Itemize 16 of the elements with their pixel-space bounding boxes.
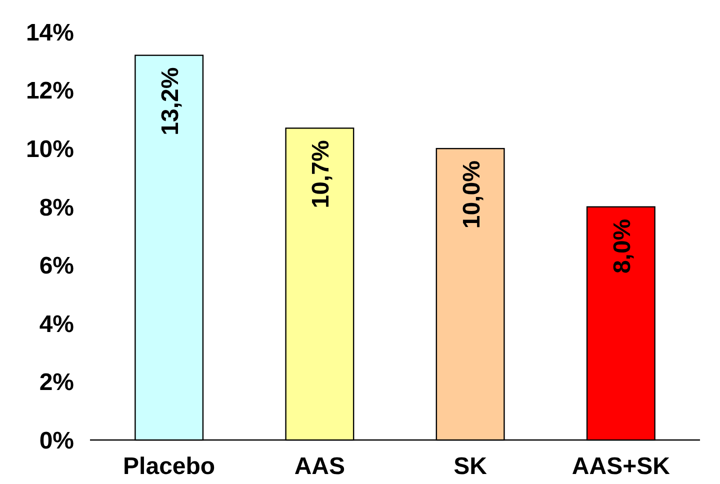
- data-label: 10,7%: [308, 140, 335, 208]
- x-tick-label: AAS+SK: [572, 453, 671, 480]
- x-tick-label: Placebo: [123, 453, 216, 480]
- data-label: 8,0%: [608, 218, 636, 274]
- y-tick-label: 8%: [39, 194, 74, 222]
- y-tick-label: 2%: [39, 369, 74, 396]
- data-label: 13,2%: [157, 67, 184, 136]
- y-tick-label: 10%: [26, 136, 74, 163]
- data-label: 10,0%: [458, 160, 486, 229]
- x-tick-label: AAS: [294, 453, 346, 480]
- y-tick-label: 12%: [26, 78, 74, 105]
- y-tick-label: 14%: [26, 19, 74, 46]
- y-tick-label: 4%: [39, 310, 74, 338]
- y-tick-label: 0%: [39, 427, 74, 454]
- y-tick-label: 6%: [39, 252, 74, 280]
- x-tick-label: SK: [454, 453, 488, 480]
